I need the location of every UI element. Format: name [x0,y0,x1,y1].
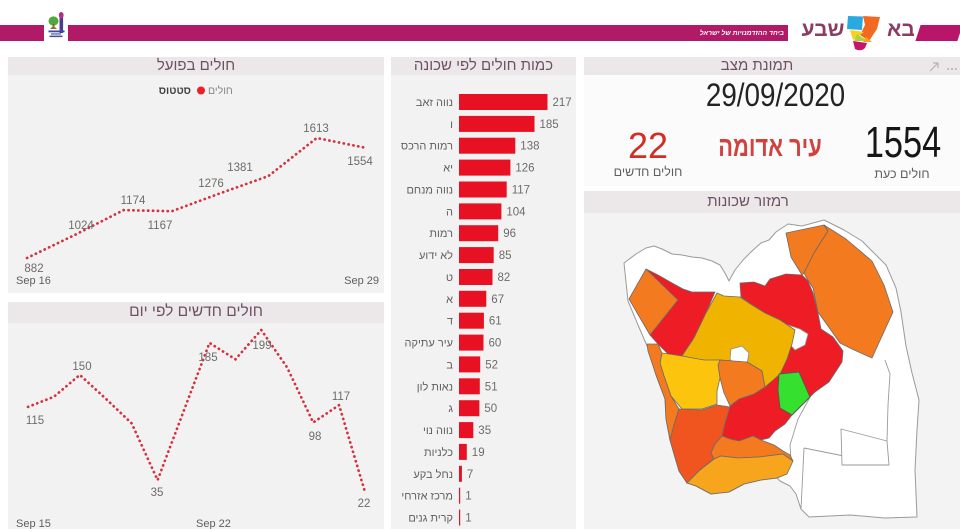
svg-text:ד: ד [447,316,453,328]
svg-text:51: 51 [485,381,498,393]
svg-text:חולים: חולים [208,85,233,97]
svg-text:ג: ג [448,403,453,415]
svg-text:ב: ב [446,359,453,371]
svg-text:1024: 1024 [68,220,94,232]
svg-text:82: 82 [498,272,511,284]
svg-text:קרית גנים: קרית גנים [408,513,453,525]
svg-text:רמות: רמות [429,228,453,240]
svg-text:52: 52 [485,359,498,371]
svg-text:150: 150 [72,361,91,373]
svg-text:882: 882 [24,263,43,275]
svg-text:Sep 16: Sep 16 [16,275,51,287]
svg-text:138: 138 [520,141,539,153]
svg-text:כלניות: כלניות [424,446,453,459]
svg-text:35: 35 [478,425,491,437]
svg-text:1174: 1174 [121,195,146,207]
svg-text:1276: 1276 [198,178,224,190]
svg-text:117: 117 [512,185,530,197]
svg-text:22: 22 [358,498,371,510]
svg-text:1613: 1613 [303,123,329,135]
svg-text:מרכז אזרחי: מרכז אזרחי [401,491,453,503]
svg-text:104: 104 [506,206,526,218]
svg-text:85: 85 [499,250,512,262]
svg-text:נווה זאב: נווה זאב [416,97,453,109]
svg-text:1: 1 [465,491,471,503]
svg-text:98: 98 [309,431,322,443]
svg-text:117: 117 [332,391,350,403]
svg-text:עיר עתיקה: עיר עתיקה [404,338,453,350]
svg-text:נאות לון: נאות לון [417,380,453,393]
svg-text:Sep 15: Sep 15 [16,518,51,529]
svg-text:נווה מנחם: נווה מנחם [406,185,453,197]
svg-text:יא: יא [443,163,453,175]
svg-text:185: 185 [540,119,559,131]
svg-text:1: 1 [465,513,471,525]
svg-text:לא ידוע: לא ידוע [419,249,453,262]
svg-text:1554: 1554 [347,156,373,168]
svg-text:19: 19 [472,447,485,459]
svg-text:1381: 1381 [227,162,253,174]
svg-text:96: 96 [503,228,516,240]
svg-text:7: 7 [467,469,473,481]
svg-text:1167: 1167 [148,220,173,232]
svg-text:נווה נוי: נווה נוי [423,425,453,437]
svg-text:רמות הרכס: רמות הרכס [401,141,453,153]
svg-text:126: 126 [515,163,534,175]
svg-text:Sep 29: Sep 29 [344,275,379,287]
svg-text:א: א [446,294,453,306]
svg-text:ה: ה [446,206,453,218]
svg-text:61: 61 [489,316,502,328]
svg-text:Sep 22: Sep 22 [196,518,231,529]
svg-text:60: 60 [489,338,502,350]
svg-text:185: 185 [198,352,217,364]
svg-text:115: 115 [26,415,44,427]
svg-text:199: 199 [252,340,271,352]
svg-text:ו: ו [450,119,453,131]
svg-text:סטטוס: סטטוס [159,85,191,97]
svg-text:67: 67 [491,294,504,306]
svg-text:217: 217 [553,97,572,109]
svg-text:נחל בקע: נחל בקע [413,468,453,481]
svg-text:ט: ט [446,272,453,284]
svg-text:50: 50 [484,403,497,415]
svg-text:35: 35 [151,487,164,499]
